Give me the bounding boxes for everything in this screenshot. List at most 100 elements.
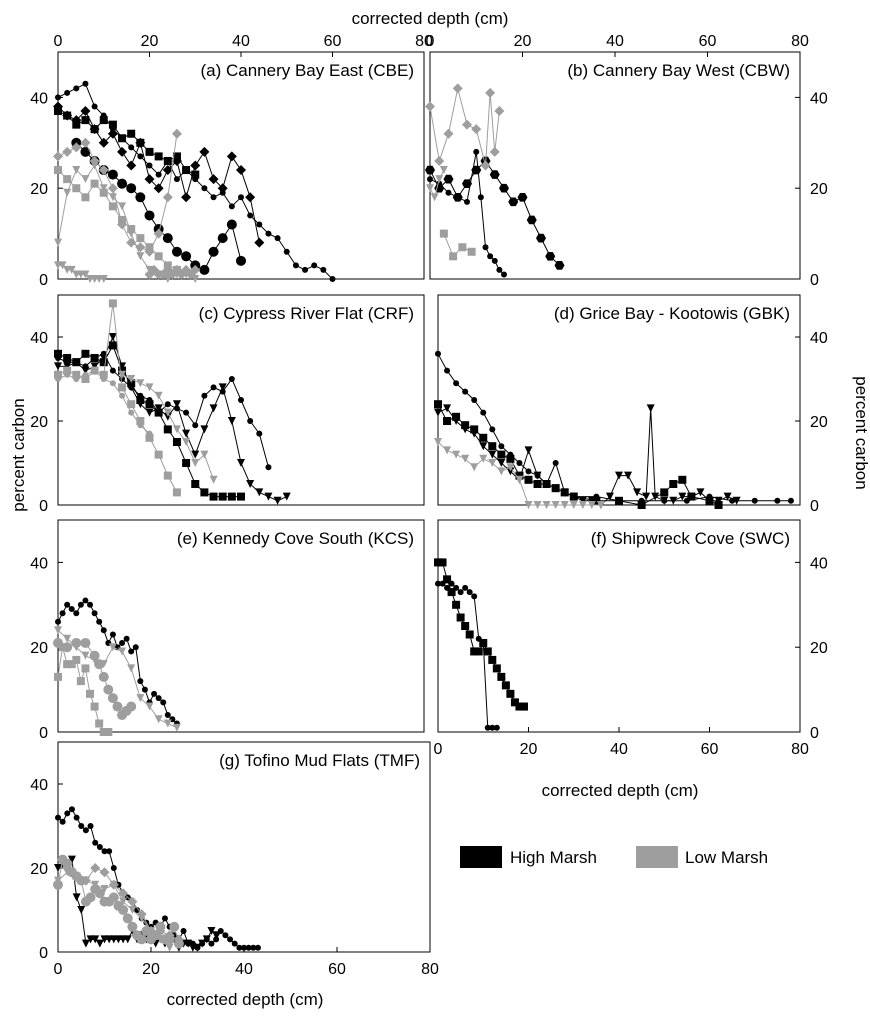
- panel-b-ytick-label: 20: [810, 181, 828, 198]
- panel-d-series-2-high-marsh-point: [452, 412, 461, 421]
- panel-c-series-3-high-marsh-point: [145, 408, 154, 417]
- panel-b-ytick-label: 40: [810, 90, 828, 107]
- panel-d-series-4-low-marsh-point: [542, 501, 551, 509]
- panel-g-series-1-high-marsh-point: [82, 827, 89, 834]
- panel-g-series-1-high-marsh-point: [78, 823, 85, 829]
- panel-g-series-3-low-marsh-point: [118, 905, 129, 915]
- panel-b-series-3-low-marsh-point: [485, 87, 496, 98]
- panel-g-series-2-high-marsh-point: [72, 893, 81, 902]
- panel-d-series-3-high-marsh-point: [542, 480, 551, 488]
- panel-g-series-5-low-marsh-point: [137, 914, 146, 923]
- panel-c-series-3-high-marsh-point: [127, 383, 136, 392]
- panel-e-ytick-label: 0: [39, 725, 48, 742]
- panel-d-series-2-high-marsh-point: [470, 425, 479, 434]
- panel-e-series-4-low-marsh-point: [99, 660, 108, 669]
- panel-c-series-3-high-marsh-point: [237, 459, 245, 467]
- panel-d-series-2-high-marsh-point: [524, 475, 533, 484]
- panel-g-series-1-high-marsh-point: [134, 907, 141, 913]
- panel-d-series-1-high-marsh-point: [774, 497, 781, 504]
- panel-a-series-3-high-marsh-point: [90, 125, 99, 134]
- panel-c-series-2-high-marsh-point: [200, 488, 209, 497]
- panel-c-series-2-high-marsh-point: [191, 480, 200, 488]
- panel-c-series-6-low-marsh-point: [191, 459, 200, 467]
- panel-c-series-3-high-marsh-point: [63, 362, 72, 371]
- panel-a-series-1-high-marsh-point: [238, 194, 244, 201]
- panel-g-xtick-label: 0: [54, 961, 63, 978]
- panel-a-series-4-high-marsh-point: [236, 255, 246, 266]
- panel-f-series-2-high-marsh-point: [435, 580, 441, 587]
- panel-d-series-4-low-marsh-point: [596, 501, 605, 509]
- panel-a-series-2-high-marsh-point: [80, 106, 91, 117]
- panel-d-series-4-low-marsh-point: [452, 450, 461, 459]
- panel-d-series-1-high-marsh-point: [516, 460, 523, 466]
- panel-d-series-3-high-marsh-point: [587, 496, 596, 505]
- panel-d-series-3-high-marsh: [434, 404, 741, 509]
- panel-f: (f) Shipwreck Cove (SWC) 0 20 40 0 20 40 60 80: [434, 519, 828, 758]
- panel-a-series-1-high-marsh-point: [247, 212, 254, 219]
- panel-b-series-3-low-marsh-point: [452, 83, 463, 94]
- panel-d-series-4-low-marsh-point: [569, 501, 578, 509]
- panel-a-series-7-low-marsh-point: [81, 175, 90, 184]
- panel-c-series-1-high-marsh-point: [210, 384, 217, 391]
- panel-b-series-3-low-marsh-line: [429, 88, 500, 166]
- panel-f-series-2-high-marsh-point: [462, 584, 469, 591]
- panel-d-series-3-high-marsh-point: [578, 496, 587, 505]
- panel-a-series-3-high-marsh-point: [145, 147, 154, 156]
- panel-g-series-1-high-marsh-point: [254, 944, 261, 951]
- panel-c-series-6-low-marsh: [118, 370, 218, 484]
- panel-e-series-1-high-marsh: [55, 597, 180, 727]
- panel-e-series-4-low-marsh-point: [154, 715, 163, 724]
- panel-a-xtick-label: 20: [141, 33, 159, 50]
- panel-g-series-5-low-marsh-point: [72, 872, 81, 881]
- panel-c-series-5-low-marsh-point: [146, 430, 153, 437]
- panel-b-series-3-low-marsh-point: [434, 155, 445, 166]
- panel-e-series-1-high-marsh-point: [141, 686, 148, 693]
- panel-g-series-1-high-marsh-point: [106, 848, 113, 855]
- panel-d-series-3-high-marsh-point: [633, 488, 642, 497]
- panel-a: (a) Cannery Bay East (CBE) 0 20 40 0 20 40 60 80: [30, 33, 433, 289]
- panel-g-series-3-low-marsh-point: [127, 921, 138, 932]
- panel-f-ytick-label: 40: [810, 555, 828, 572]
- panel-f-series-1-high-marsh-point: [456, 613, 465, 622]
- panel-g-series-2-high-marsh-point: [212, 931, 221, 940]
- panel-g-series-5-low-marsh-point: [81, 876, 90, 885]
- panel-c-series-4-low-marsh-point: [118, 383, 127, 392]
- panel-d-ytick-label: 40: [810, 330, 828, 347]
- panel-f-series-1-high-marsh-point: [519, 702, 528, 711]
- panel-c-series-3-high-marsh-point: [246, 480, 255, 488]
- panel-a-series-2-high-marsh-point: [107, 128, 118, 139]
- panel-d-series-3-high-marsh-point: [569, 492, 578, 501]
- panel-a-xtick-label: 40: [232, 33, 250, 50]
- panel-c-series-3-high-marsh: [54, 333, 291, 505]
- panel-f-xtick-label: 20: [520, 741, 538, 758]
- panel-c-series-6-low-marsh-point: [172, 425, 181, 434]
- panel-d-series-3-high-marsh-point: [660, 496, 669, 505]
- panel-d-series-2-high-marsh-point: [479, 433, 488, 442]
- panel-d-series-2-high-marsh-point: [678, 475, 687, 484]
- panel-d-series-3-high-marsh-point: [560, 488, 569, 497]
- panel-c-series-3-high-marsh-point: [200, 425, 209, 434]
- panel-a-series-2-high-marsh-point: [217, 183, 228, 194]
- panel-c-series-4-low-marsh-point: [81, 375, 90, 383]
- panel-f-xtick-label: 80: [791, 741, 809, 758]
- panel-f-series-2-high-marsh-point: [444, 584, 451, 591]
- panel-a-series-4-high-marsh-point: [162, 233, 173, 244]
- panel-a-title: (a) Cannery Bay East (CBE): [200, 61, 414, 80]
- panel-g-series-1-high-marsh-point: [55, 814, 61, 821]
- panel-c-series-5-low-marsh: [55, 367, 153, 437]
- panel-a-series-4-high-marsh-point: [199, 264, 210, 275]
- panel-a-series-7-low-marsh-point: [63, 188, 72, 197]
- panel-e-ytick-label: 40: [30, 555, 48, 572]
- panel-a-series-1-high-marsh-point: [228, 203, 235, 210]
- panel-e-series-1-high-marsh-point: [68, 606, 75, 613]
- panel-a-series-2-high-marsh-point: [236, 165, 246, 176]
- panel-a-series-6-low-marsh-point: [118, 215, 127, 224]
- panel-a-series-2-high-marsh-point: [181, 192, 192, 203]
- panel-e-series-4-low-marsh-point: [172, 723, 181, 732]
- panel-a-series-2-high-marsh: [53, 101, 265, 248]
- panel-c-title: (c) Cypress River Flat (CRF): [199, 304, 414, 323]
- panel-f-series-1-high-marsh-point: [438, 558, 447, 567]
- panel-f-series-2-high-marsh-point: [480, 639, 487, 646]
- panel-c-series-3-high-marsh-point: [255, 488, 264, 497]
- panel-d-series-3-high-marsh-point: [461, 425, 470, 434]
